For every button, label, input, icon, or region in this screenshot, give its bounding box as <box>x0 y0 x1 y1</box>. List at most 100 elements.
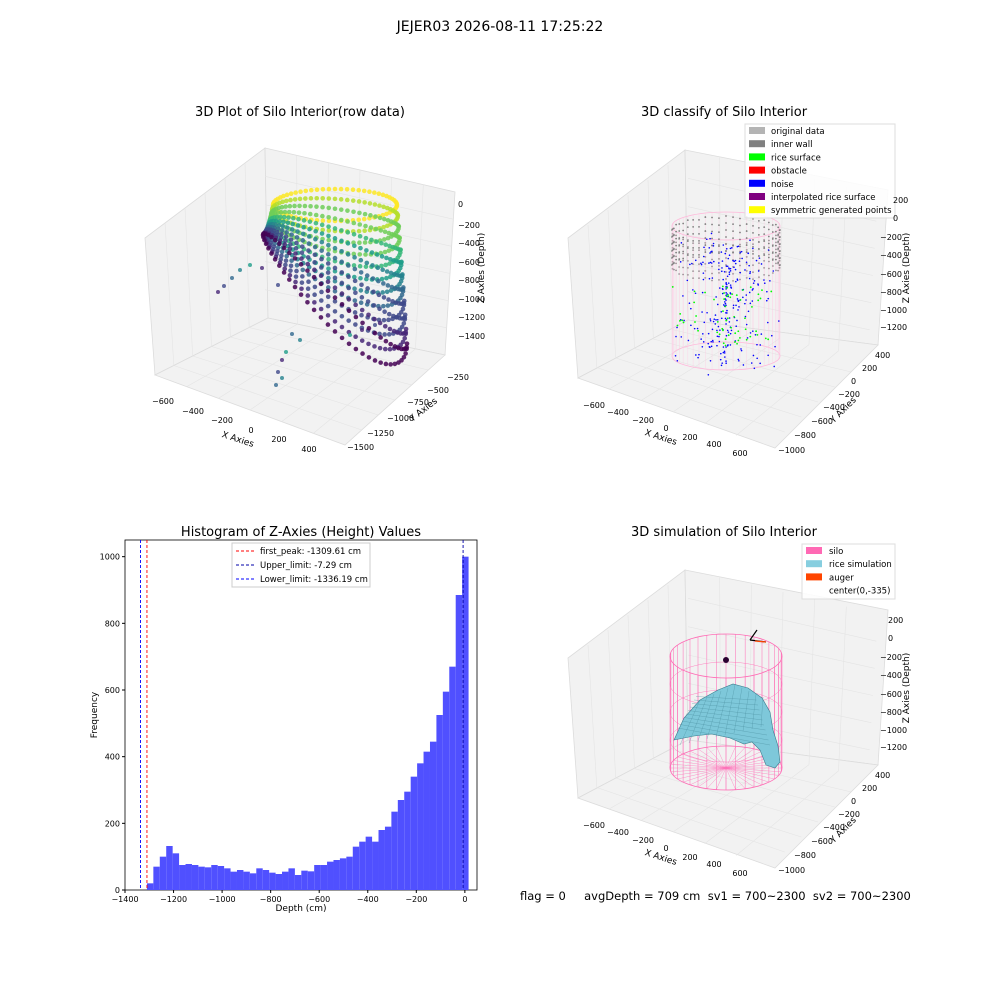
hist-bar <box>275 874 283 890</box>
inner-wall-point <box>771 245 774 247</box>
noise-point <box>724 317 727 320</box>
legend-label: center(0,-335) <box>829 587 890 597</box>
noise-point <box>734 259 737 262</box>
point <box>339 249 344 254</box>
inner-wall-point <box>686 247 689 250</box>
panel4-xlabel: X Axies <box>643 848 678 868</box>
point <box>276 222 282 228</box>
legend-label: obstacle <box>771 167 807 177</box>
noise-point <box>720 251 723 253</box>
point <box>313 236 318 242</box>
noise-point <box>706 311 708 314</box>
point <box>288 191 294 196</box>
point <box>352 266 358 272</box>
silo-spoke <box>725 767 779 776</box>
x-tick: −200 <box>211 416 233 425</box>
point <box>326 275 331 281</box>
hist-bar <box>346 856 353 890</box>
point <box>363 235 369 241</box>
noise-point <box>720 317 723 320</box>
x-tick: −200 <box>632 416 654 425</box>
point <box>326 256 331 262</box>
rice-surface-point <box>761 289 763 292</box>
inner-wall-point <box>678 244 681 246</box>
hist-bar <box>146 883 154 890</box>
inner-wall-point <box>698 218 700 221</box>
inner-wall-point <box>711 244 713 247</box>
mesh-line <box>706 690 722 740</box>
x-tick-label: −1400 <box>111 895 138 904</box>
noise-point <box>756 357 758 360</box>
rice-surface-point <box>716 331 719 334</box>
noise-point <box>712 245 715 247</box>
hist-bar <box>384 826 392 890</box>
noise-point <box>748 264 750 267</box>
legend-swatch <box>749 179 765 187</box>
noise-point <box>702 255 705 258</box>
inner-wall-point <box>763 233 766 236</box>
point <box>306 248 311 253</box>
point <box>370 263 375 268</box>
inner-wall-point <box>671 235 674 238</box>
noise-point <box>712 242 715 245</box>
noise-point <box>765 299 768 302</box>
panel2-legend: original data inner wall rice surface obsta… <box>744 123 896 219</box>
silo-spoke <box>716 767 727 790</box>
hist-bar <box>365 836 373 890</box>
noise-point <box>680 336 683 338</box>
point <box>351 209 356 215</box>
noise-point <box>757 270 760 272</box>
y-tick-label: 400 <box>105 753 120 762</box>
stats-line: flag = 0 avgDepth = 709 cm sv1 = 700~230… <box>520 889 911 903</box>
point <box>386 317 391 323</box>
point <box>346 341 352 347</box>
point <box>289 232 294 237</box>
inner-wall-point <box>678 223 681 225</box>
point <box>375 265 381 270</box>
point <box>326 247 331 252</box>
legend-label: symmetric generated points <box>771 206 892 216</box>
noise-point <box>753 367 756 370</box>
point <box>344 197 350 203</box>
rice-surface-point <box>716 320 719 323</box>
point <box>283 262 288 268</box>
legend-label: original data <box>771 127 825 137</box>
noise-point <box>734 268 737 271</box>
silo-spoke <box>706 747 727 769</box>
noise-point <box>722 278 724 281</box>
noise-point <box>708 262 710 264</box>
inner-wall-point <box>745 223 748 225</box>
noise-point <box>736 278 739 280</box>
point <box>276 283 280 287</box>
point <box>300 267 306 273</box>
inner-wall-point <box>739 238 741 241</box>
point <box>325 261 331 266</box>
point <box>286 215 291 220</box>
rice-surface-point <box>734 332 737 335</box>
point <box>238 268 242 272</box>
noise-point <box>735 304 737 307</box>
noise-point <box>715 319 717 321</box>
point <box>366 325 372 331</box>
point <box>277 241 282 247</box>
silo-spoke <box>725 767 775 780</box>
point <box>390 299 395 304</box>
point <box>285 220 291 226</box>
inner-wall-point <box>682 243 685 246</box>
hist-bar <box>179 865 186 890</box>
noise-point <box>694 292 697 295</box>
y-tick: 0 <box>851 377 856 386</box>
noise-point <box>767 249 770 251</box>
rice-surface-point <box>757 293 760 296</box>
point <box>263 241 269 247</box>
inner-wall-point <box>774 258 777 261</box>
noise-point <box>726 275 729 278</box>
y-tick: −1000 <box>778 446 805 455</box>
point <box>286 209 292 215</box>
hist-bar <box>211 865 218 890</box>
noise-point <box>724 252 727 255</box>
noise-point <box>720 310 723 313</box>
mesh-line <box>691 703 760 711</box>
mesh-line <box>724 684 736 736</box>
inner-wall-point <box>718 224 720 227</box>
